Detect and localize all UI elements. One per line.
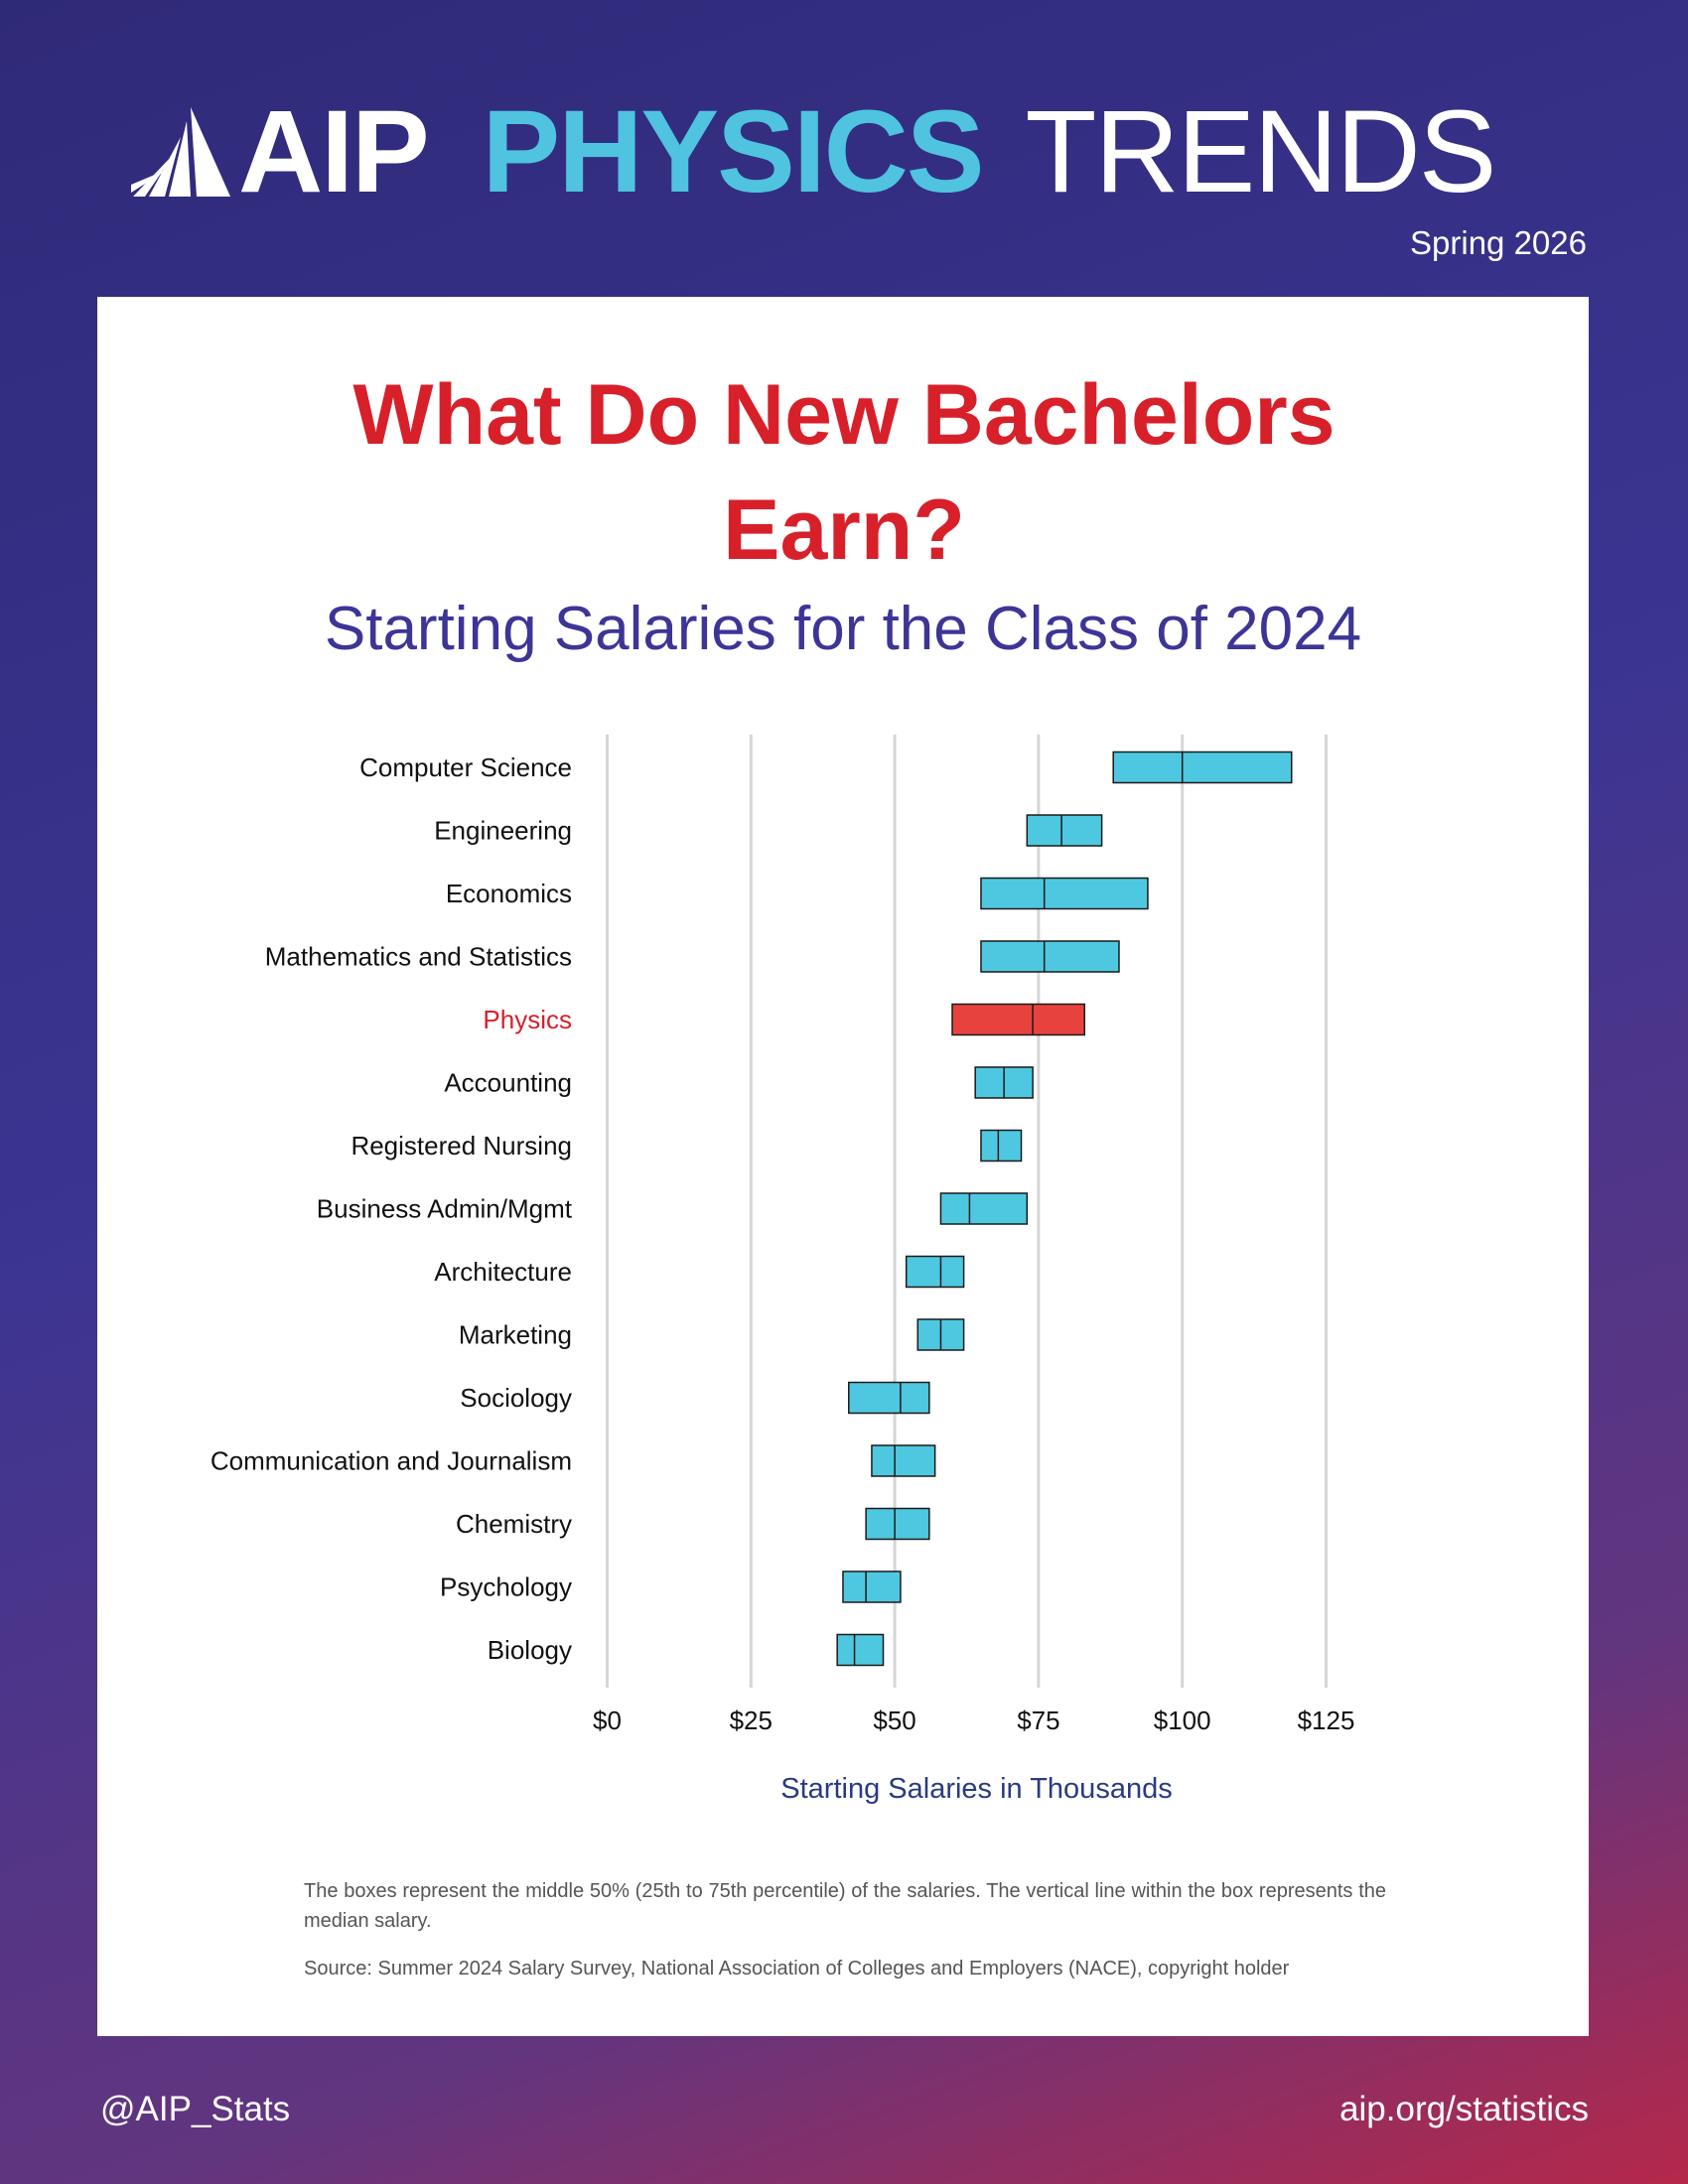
category-label: Chemistry bbox=[456, 1509, 572, 1539]
box bbox=[980, 1129, 1023, 1162]
brand-trends: TRENDS bbox=[1025, 86, 1496, 217]
category-label: Marketing bbox=[459, 1320, 572, 1350]
category-label: Physics bbox=[483, 1005, 572, 1034]
footer-handle: @AIP_Stats bbox=[100, 2090, 291, 2128]
category-label: Economics bbox=[446, 879, 572, 908]
box bbox=[865, 1507, 930, 1541]
x-tick-label: $25 bbox=[730, 1706, 773, 1735]
chart-subtitle: Starting Salaries for the Class of 2024 bbox=[324, 595, 1362, 663]
panel bbox=[97, 297, 1589, 2036]
logo-text: AIP bbox=[238, 86, 430, 217]
box bbox=[842, 1570, 902, 1603]
x-tick-label: $100 bbox=[1154, 1706, 1211, 1735]
footer-url: aip.org/statistics bbox=[1339, 2090, 1589, 2128]
box bbox=[836, 1633, 885, 1667]
note: The boxes represent the middle 50% (25th… bbox=[304, 1880, 1386, 1932]
brand-physics: PHYSICS bbox=[482, 86, 985, 217]
category-label: Sociology bbox=[460, 1383, 572, 1413]
x-tick-label: $75 bbox=[1017, 1706, 1059, 1735]
x-tick-label: $0 bbox=[593, 1706, 622, 1735]
category-label: Psychology bbox=[440, 1572, 572, 1602]
box bbox=[951, 1003, 1085, 1036]
chart-title: What Do New Bachelors Earn? bbox=[352, 367, 1336, 578]
notes: The boxes represent the middle 50% (25th… bbox=[304, 1876, 1386, 2001]
category-label: Accounting bbox=[444, 1068, 572, 1098]
box bbox=[939, 1192, 1029, 1225]
box bbox=[1112, 751, 1293, 784]
chart: $0 $25 $50 $75 $100 $125 Starting Salaries in … bbox=[211, 735, 1355, 1805]
x-tick-label: $125 bbox=[1298, 1706, 1355, 1735]
category-label: Biology bbox=[488, 1635, 572, 1665]
brand: AIP PHYSICS TRENDS bbox=[238, 86, 1497, 217]
category-label: Communication and Journalism bbox=[211, 1446, 572, 1476]
category-label: Engineering bbox=[434, 816, 572, 846]
box bbox=[980, 877, 1149, 910]
category-label: Registered Nursing bbox=[351, 1131, 572, 1160]
category-label: Business Admin/Mgmt bbox=[317, 1194, 573, 1224]
box bbox=[871, 1444, 936, 1477]
box bbox=[980, 940, 1120, 973]
category-label: Mathematics and Statistics bbox=[265, 942, 572, 972]
box bbox=[848, 1381, 930, 1415]
x-axis-label: Starting Salaries in Thousands bbox=[780, 1773, 1172, 1805]
x-tick-label: $50 bbox=[873, 1706, 915, 1735]
box bbox=[905, 1255, 965, 1289]
note: Source: Summer 2024 Salary Survey, Natio… bbox=[304, 1958, 1290, 1979]
box bbox=[1026, 814, 1103, 847]
logo-icon bbox=[131, 107, 230, 197]
edition: Spring 2026 bbox=[1410, 224, 1587, 261]
category-label: Architecture bbox=[434, 1257, 572, 1287]
category-label: Computer Science bbox=[359, 752, 572, 782]
